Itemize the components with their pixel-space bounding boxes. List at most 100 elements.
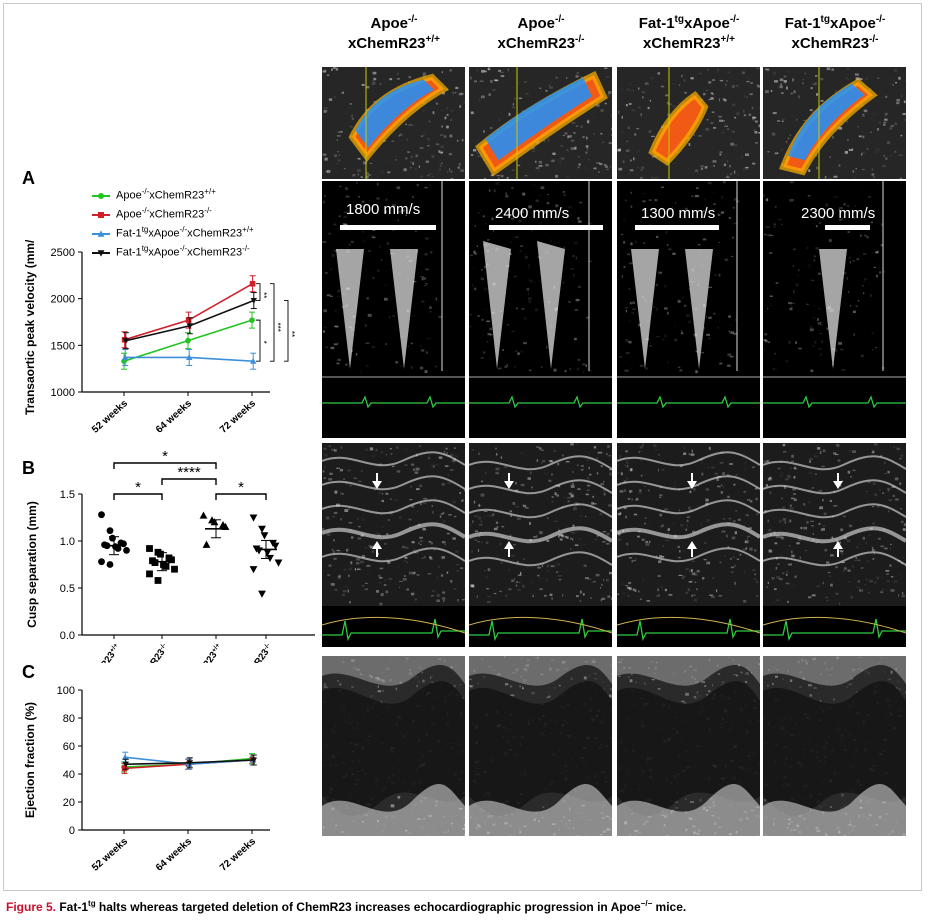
spectral-doppler-image: 2300 mm/s	[763, 181, 906, 438]
m-mode-ventricle-image	[322, 656, 465, 836]
data-point	[260, 532, 269, 540]
x-tick-label: 72 weeks	[218, 398, 258, 436]
velocity-bar	[340, 225, 436, 230]
data-point	[121, 753, 129, 760]
ecg-trace	[617, 395, 760, 409]
m-mode-valve-image	[322, 443, 465, 647]
column-header-line-2: xChemR23+/+	[347, 34, 440, 53]
x-tick-label: 52 weeks	[90, 836, 130, 874]
spectral-doppler-image: 1300 mm/s	[617, 181, 760, 438]
y-tick-label: 0	[69, 825, 75, 837]
velocity-label: 2300 mm/s	[801, 205, 876, 222]
doppler-color-image	[469, 67, 612, 179]
significance-bracket	[113, 462, 217, 469]
data-point	[249, 566, 258, 574]
ecg-trace	[469, 395, 612, 409]
up-arrow-icon	[687, 541, 697, 549]
legend-entry: Apoe-/-xChemR23+/+	[92, 184, 254, 203]
legend-label: Apoe-/-xChemR23+/+	[116, 186, 216, 202]
significance-label: **	[287, 331, 296, 337]
chart-c-ejection-fraction: 0 20 40 60 80 100 52 weeks 64 weeks 72 weeks Ejec…	[23, 685, 270, 874]
caption-sup-2: −/−	[640, 899, 653, 908]
spectral-doppler-image: 1800 mm/s	[322, 181, 465, 438]
x-tick-label: 72 weeks	[218, 836, 258, 874]
doppler-envelope	[537, 241, 565, 369]
data-point	[123, 547, 130, 554]
significance-bracket	[256, 319, 261, 362]
column-header-line-2: xChemR23-/-	[497, 34, 585, 53]
doppler-envelope	[390, 249, 418, 369]
doppler-color-image	[763, 67, 906, 179]
y-tick-label: 1.0	[60, 536, 75, 548]
data-point	[250, 298, 258, 304]
data-point	[106, 561, 114, 568]
data-point	[199, 511, 208, 519]
legend-entry: Apoe-/-xChemR23-/-	[92, 203, 254, 222]
data-point	[271, 542, 280, 550]
column-header-line-1: Fat-1tgxApoe-/-	[638, 14, 740, 33]
data-point	[258, 525, 266, 533]
data-point	[274, 559, 283, 567]
data-point	[249, 317, 255, 323]
ecg-trace	[763, 395, 906, 409]
doppler-envelope	[483, 241, 511, 369]
significance-bracket	[256, 283, 261, 301]
column-header-4: Fat-1tgxApoe-/- xChemR23-/-	[765, 14, 905, 54]
up-arrow-icon	[833, 541, 843, 549]
data-point	[258, 590, 266, 598]
caption-sup-1: tg	[88, 899, 96, 908]
legend-entry: Fat-1tgxApoe-/-xChemR23+/+	[92, 222, 254, 241]
up-arrow-icon	[504, 541, 514, 549]
data-point	[106, 527, 114, 535]
x-tick-label: 64 weeks	[154, 398, 194, 436]
data-point	[202, 540, 211, 548]
m-mode-valve-image	[469, 443, 612, 647]
data-point	[186, 323, 194, 330]
data-point	[185, 317, 192, 323]
significance-bracket	[270, 283, 275, 362]
x-tick-label: 64 weeks	[154, 836, 194, 874]
chart-a-peak-velocity: 1000 1500 2000 2500 52 weeks 64 weeks 72 weeks…	[23, 240, 296, 436]
caption-label: Figure 5.	[6, 900, 57, 914]
legend-swatch	[92, 227, 110, 237]
y-tick-label: 20	[63, 797, 75, 809]
data-point	[146, 545, 153, 552]
data-point	[154, 577, 162, 584]
y-tick-label: 1.5	[60, 489, 75, 501]
up-arrow-icon	[372, 541, 382, 549]
m-mode-ventricle-image	[469, 656, 612, 836]
column-header-1: Apoe-/- xChemR23+/+	[324, 14, 464, 54]
significance-label: *	[259, 341, 268, 344]
velocity-bar	[635, 225, 719, 230]
y-tick-label: 1000	[51, 387, 75, 399]
velocity-bar	[489, 225, 603, 230]
figure-caption: Figure 5. Fat-1tg halts whereas targeted…	[6, 899, 686, 914]
column-header-line-2: xChemR23-/-	[791, 34, 879, 53]
data-point	[185, 337, 191, 344]
down-arrow-icon	[833, 481, 843, 489]
significance-label: *	[238, 479, 244, 496]
ecg-trace	[617, 618, 760, 642]
m-mode-valve-image	[763, 443, 906, 647]
legend-label: Fat-1tgxApoe-/-xChemR23-/-	[116, 243, 250, 259]
column-header-line-1: Apoe-/-	[370, 14, 418, 33]
data-point	[171, 565, 178, 573]
column-header-3: Fat-1tgxApoe-/- xChemR23+/+	[619, 14, 759, 54]
y-tick-label: 60	[63, 741, 75, 753]
doppler-envelope	[685, 249, 713, 369]
y-tick-label: 80	[63, 713, 75, 725]
doppler-envelope	[336, 249, 364, 369]
data-point	[98, 511, 105, 519]
legend-label: Apoe-/-xChemR23-/-	[116, 205, 212, 221]
significance-bracket	[284, 300, 289, 362]
data-point	[185, 354, 193, 360]
significance-label: ****	[177, 464, 201, 481]
panel-letter-c: C	[22, 662, 35, 682]
y-tick-label: 2000	[51, 294, 75, 306]
down-arrow-icon	[687, 481, 697, 489]
legend-swatch	[92, 246, 110, 257]
data-point	[109, 534, 116, 542]
data-point	[249, 280, 256, 287]
y-tick-label: 0.0	[60, 630, 75, 642]
x-tick-label: Apoe-/-xChemR23-/-	[113, 642, 171, 663]
